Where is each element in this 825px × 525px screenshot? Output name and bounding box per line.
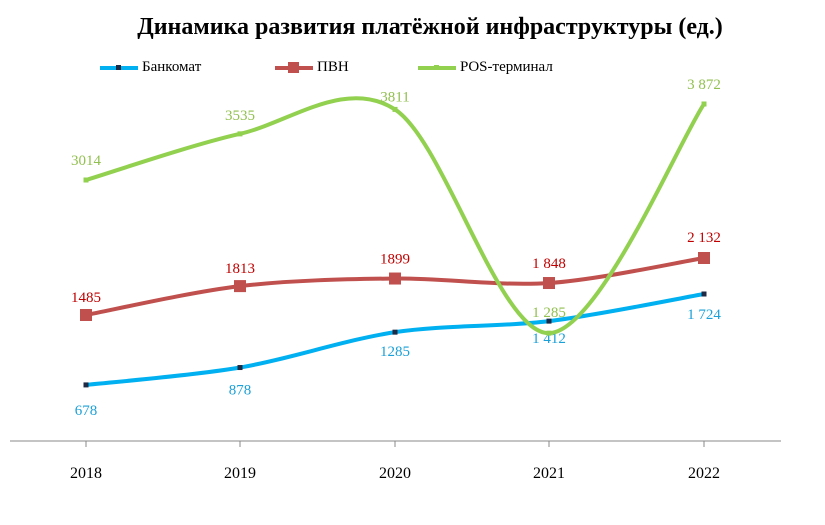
- data-point-pvn: [80, 309, 92, 321]
- data-label-pvn: 1 848: [532, 256, 566, 272]
- legend-swatch-pvn: [275, 62, 313, 73]
- data-point-bankomat: [237, 365, 243, 371]
- data-label-pos: 3014: [71, 153, 102, 169]
- legend-label-pos: POS-терминал: [460, 59, 553, 75]
- data-point-pos: [546, 330, 552, 336]
- data-label-bankomat: 1 412: [532, 331, 566, 347]
- chart-title: Динамика развития платёжной инфраструкту…: [137, 14, 723, 40]
- x-tick-label: 2018: [70, 465, 102, 482]
- data-point-pvn: [234, 280, 246, 293]
- data-label-pvn: 1899: [380, 252, 410, 268]
- data-point-bankomat: [392, 329, 398, 335]
- legend-label-bankomat: Банкомат: [142, 59, 202, 75]
- x-tick-label: 2022: [688, 465, 720, 482]
- x-tick-label: 2020: [379, 465, 411, 482]
- data-label-pos: 3 872: [687, 77, 721, 93]
- data-point-pvn: [543, 277, 555, 290]
- data-point-pos: [392, 106, 398, 112]
- data-label-pos: 3535: [225, 108, 255, 124]
- data-point-bankomat: [83, 382, 89, 388]
- series-line-bankomat: [84, 292, 706, 387]
- data-label-bankomat: 1 724: [687, 307, 721, 323]
- data-label-bankomat: 1285: [380, 344, 410, 360]
- data-point-pos: [83, 177, 89, 183]
- x-tick-label: 2021: [533, 465, 565, 482]
- x-tick-label: 2019: [224, 465, 256, 482]
- series-line-pos: [84, 96, 706, 336]
- data-label-pvn: 1813: [225, 261, 255, 277]
- data-label-pos: 3811: [380, 89, 409, 105]
- data-point-pvn: [389, 272, 401, 285]
- data-label-bankomat: 678: [75, 403, 98, 419]
- data-point-bankomat: [546, 318, 552, 324]
- data-label-bankomat: 878: [229, 383, 252, 399]
- data-point-bankomat: [701, 291, 707, 297]
- legend-label-pvn: ПВН: [317, 59, 349, 75]
- data-point-pos: [701, 101, 707, 107]
- legend-swatch-pos: [418, 65, 456, 70]
- data-label-pvn: 1485: [71, 290, 101, 306]
- data-point-pos: [237, 131, 243, 137]
- data-point-pvn: [698, 252, 710, 264]
- legend-swatch-bankomat: [100, 65, 138, 70]
- data-label-pvn: 2 132: [687, 230, 721, 246]
- data-label-pos: 1 285: [532, 305, 566, 321]
